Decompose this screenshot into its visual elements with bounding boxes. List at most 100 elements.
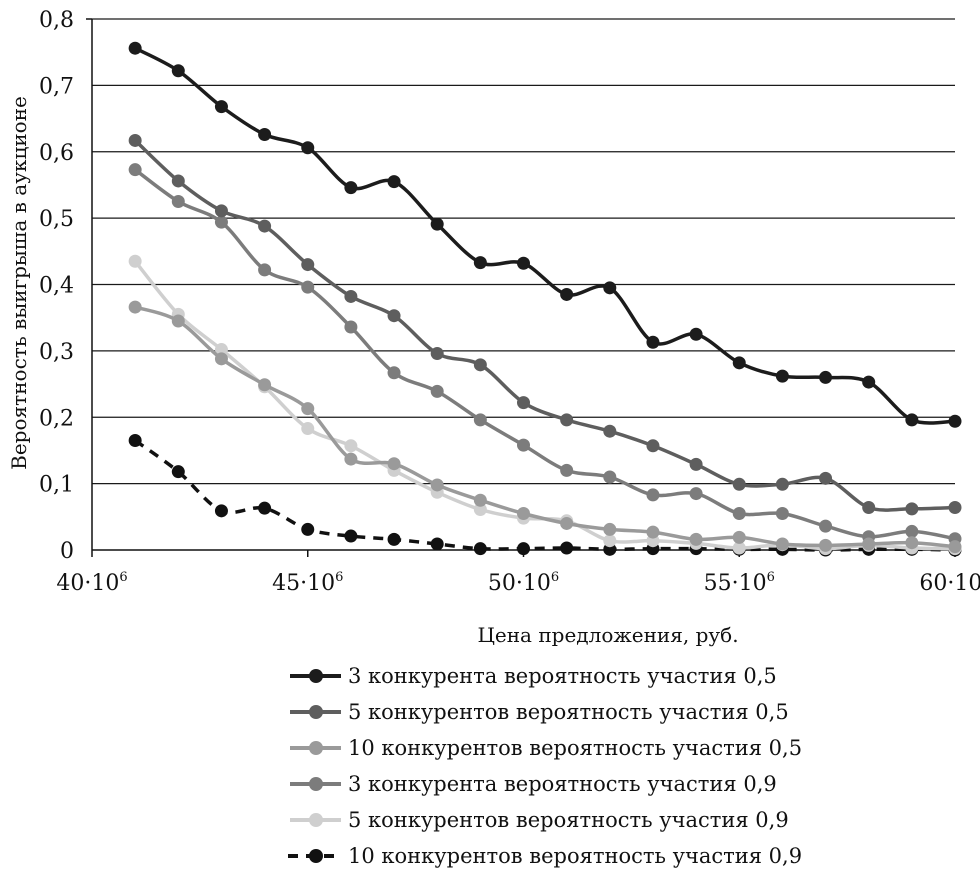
series-line (134, 46, 956, 425)
y-tick-label: 0,2 (39, 406, 74, 431)
data-point (775, 506, 789, 520)
data-point (128, 433, 142, 447)
data-point (473, 542, 487, 556)
data-point (517, 396, 530, 410)
data-point (171, 64, 185, 78)
data-point (344, 320, 358, 334)
data-point (171, 195, 185, 209)
series-1 (128, 41, 962, 428)
data-point (560, 413, 574, 427)
series-2 (128, 133, 962, 516)
y-tick-label: 0,4 (39, 274, 74, 299)
data-point (171, 465, 185, 479)
data-point (819, 538, 833, 552)
data-point (603, 522, 617, 536)
x-tick-exponent: 6 (551, 570, 559, 585)
series-4 (128, 163, 962, 546)
data-point (344, 452, 358, 466)
data-point (387, 532, 401, 546)
data-point (862, 375, 876, 389)
x-tick-exponent: 6 (767, 570, 775, 585)
tick-labels: 00,10,20,30,40,50,60,70,840·106 45·106 50·… (39, 8, 980, 596)
x-tick-label: 40·106 (56, 570, 127, 596)
data-point (387, 175, 401, 189)
data-point (603, 534, 617, 548)
data-point (603, 424, 617, 438)
legend-item: 3 конкурента вероятность участия 0,5 (290, 664, 777, 688)
data-point (128, 254, 142, 268)
data-point (171, 174, 185, 188)
x-tick-base: 55·10 (704, 571, 767, 596)
data-point (603, 470, 617, 484)
data-point (214, 352, 228, 366)
y-tick-label: 0,1 (39, 473, 74, 498)
data-point (128, 41, 142, 55)
data-point (301, 141, 315, 155)
legend-swatch-marker (309, 741, 323, 755)
data-point (128, 163, 142, 177)
data-point (473, 358, 487, 372)
data-point (646, 439, 660, 453)
legend-label: 10 конкурентов вероятность участия 0,5 (348, 736, 802, 760)
data-point (344, 181, 358, 195)
data-point (214, 215, 228, 229)
data-point (689, 532, 703, 546)
data-point (258, 263, 272, 277)
series-3 (128, 300, 962, 554)
data-point (387, 457, 401, 471)
data-point (732, 541, 746, 555)
x-tick-label: 55·106 (704, 570, 775, 596)
data-point (819, 519, 833, 533)
legend-swatch-marker (309, 669, 323, 683)
data-point (258, 501, 272, 515)
y-tick-label: 0,3 (39, 340, 74, 365)
data-point (344, 439, 358, 453)
data-point (646, 335, 660, 349)
y-tick-label: 0,6 (39, 141, 74, 166)
data-point (258, 378, 272, 392)
data-point (560, 516, 574, 530)
data-point (214, 343, 228, 357)
series-line (133, 260, 956, 551)
y-axis-title: Вероятность выигрыша в аукционе (7, 96, 31, 470)
data-point (948, 501, 962, 515)
data-point (689, 457, 703, 471)
data-point (819, 471, 833, 485)
data-point (905, 413, 919, 427)
data-point (819, 370, 833, 384)
data-point (775, 537, 789, 551)
data-point (517, 438, 530, 452)
data-point (948, 414, 962, 428)
data-point (301, 258, 315, 272)
data-point (560, 287, 574, 301)
data-point (387, 366, 401, 380)
x-tick-base: 45·10 (272, 571, 335, 596)
data-point (301, 280, 315, 294)
y-tick-label: 0,5 (39, 207, 74, 232)
data-point (732, 506, 746, 520)
data-point (430, 384, 444, 398)
data-point (214, 100, 228, 114)
series-line (134, 305, 956, 549)
data-point (689, 327, 703, 341)
x-tick-base: 50·10 (488, 571, 551, 596)
legend-item: 5 конкурентов вероятность участия 0,9 (290, 808, 789, 832)
y-tick-label: 0,8 (39, 8, 74, 33)
legend-label: 5 конкурентов вероятность участия 0,9 (348, 808, 789, 832)
data-point (862, 537, 876, 551)
data-point (128, 133, 142, 147)
legend-item: 10 конкурентов вероятность участия 0,9 (288, 844, 802, 868)
legend-swatch-marker (309, 849, 323, 863)
data-point (517, 542, 530, 556)
data-point (948, 540, 962, 554)
gridlines (92, 18, 955, 485)
data-point (128, 300, 142, 314)
data-point (430, 217, 444, 231)
x-tick-exponent: 6 (335, 570, 343, 585)
x-tick-exponent: 6 (119, 570, 127, 585)
legend-label: 5 конкурентов вероятность участия 0,5 (348, 700, 789, 724)
legend-swatch-marker (309, 705, 323, 719)
data-point (473, 413, 487, 427)
data-point (646, 488, 660, 502)
